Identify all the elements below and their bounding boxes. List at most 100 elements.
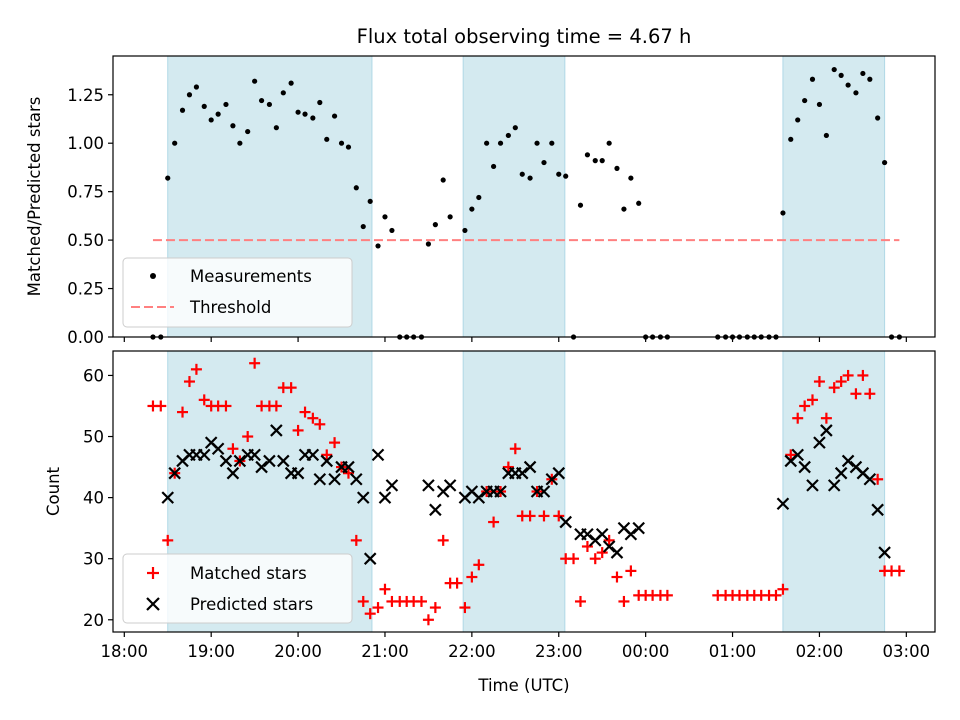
matched-stars-point: [872, 473, 884, 485]
predicted-stars-point: [255, 460, 268, 474]
measurement-point: [527, 175, 533, 181]
measurement-point: [845, 82, 851, 88]
legend-measurements-label: Measurements: [190, 267, 312, 286]
measurement-point: [780, 210, 786, 216]
matched-stars-point: [364, 608, 376, 620]
measurement-point: [636, 200, 642, 206]
predicted-stars-point: [291, 466, 305, 480]
predicted-stars-point: [472, 491, 486, 504]
predicted-stars-point: [219, 454, 233, 468]
predicted-stars-point: [834, 466, 848, 480]
ratio-panel-ylabel: Matched/Predicted stars: [25, 97, 44, 297]
measurement-point: [317, 99, 323, 106]
count-ytick-label: 30: [83, 550, 104, 569]
predicted-stars-point: [537, 485, 551, 498]
predicted-stars-point: [211, 442, 225, 456]
matched-stars-point: [249, 357, 261, 369]
predicted-stars-point: [515, 466, 529, 480]
matched-stars-point: [574, 595, 586, 607]
matched-stars-point: [220, 400, 232, 412]
predicted-stars-point: [226, 466, 240, 480]
measurement-point: [621, 206, 627, 212]
ratio-panel: 0.00 0.25 0.50 0.75 1.00 1.25 Matched/Predict…: [25, 55, 936, 347]
matched-stars-point: [285, 382, 297, 394]
legend-threshold-label: Threshold: [189, 298, 271, 317]
matched-stars-point: [155, 400, 167, 412]
predicted-stars-point: [168, 466, 181, 480]
predicted-stars-point: [270, 424, 283, 437]
measurement-point: [584, 152, 591, 158]
measurement-point: [165, 175, 171, 181]
measurement-point: [823, 132, 829, 139]
matched-stars-point: [429, 602, 441, 614]
predicted-stars-point: [197, 448, 211, 462]
measurement-point: [223, 101, 229, 108]
matched-stars-point: [625, 565, 637, 577]
count-panel-ylabel: Count: [44, 466, 63, 516]
measurement-point: [882, 159, 888, 166]
measurement-point: [577, 202, 584, 208]
measurement-point: [375, 243, 381, 249]
measurement-point: [563, 173, 569, 179]
predicted-stars-point: [806, 479, 819, 492]
measurement-point: [860, 70, 866, 77]
measurement-point: [816, 101, 823, 108]
predicted-stars-point: [263, 454, 276, 468]
measurement-point: [382, 214, 388, 220]
measurement-point: [266, 101, 273, 108]
matched-stars-point: [777, 583, 789, 595]
measurement-point: [614, 165, 620, 171]
xtick-label: 21:00: [361, 642, 409, 661]
measurement-point: [179, 107, 186, 113]
predicted-stars-point: [161, 491, 175, 504]
matched-stars-point: [842, 369, 854, 381]
matched-stars-point: [314, 418, 326, 430]
count-ytick-label: 20: [83, 611, 104, 630]
matched-stars-point: [162, 534, 174, 546]
xtick-label: 20:00: [274, 642, 322, 661]
measurement-point: [505, 132, 511, 139]
measurement-point: [606, 140, 612, 146]
xtick-label: 01:00: [709, 642, 757, 661]
predicted-stars-point: [559, 515, 572, 529]
predicted-stars-point: [371, 448, 385, 462]
matched-stars-point: [799, 400, 811, 412]
measurement-point: [288, 80, 294, 86]
measurement-point: [490, 163, 497, 170]
predicted-stars-point: [878, 546, 891, 559]
measurement-point: [440, 177, 446, 183]
measurement-point: [476, 194, 482, 201]
predicted-stars-point: [820, 424, 833, 437]
matched-stars-point: [177, 406, 189, 418]
measurement-point: [462, 227, 468, 234]
matched-stars-point: [422, 614, 434, 626]
measurement-point: [556, 171, 562, 177]
measurement-point: [875, 115, 881, 121]
ratio-panel-legend: Measurements Threshold: [122, 257, 353, 328]
matched-stars-point: [190, 363, 202, 375]
predicted-stars-point: [791, 448, 804, 462]
measurement-point: [425, 241, 432, 247]
ratio-ytick-label: 0.25: [67, 280, 104, 299]
matched-stars-point: [227, 443, 239, 455]
predicted-stars-point: [422, 479, 435, 492]
predicted-stars-point: [277, 454, 290, 468]
predicted-stars-point: [871, 503, 884, 517]
matched-stars-point: [813, 376, 825, 388]
matched-stars-point: [451, 577, 463, 589]
measurement-point: [324, 136, 330, 142]
ratio-ytick-label: 1.25: [67, 86, 104, 105]
observing-window-1: [462, 350, 566, 633]
series-matched-stars: [147, 357, 905, 626]
measurement-point: [599, 158, 605, 164]
matched-stars-point: [502, 461, 514, 473]
xtick-label: 19:00: [187, 642, 235, 661]
ratio-ytick-label: 0.50: [67, 231, 104, 250]
predicted-stars-point: [624, 527, 638, 541]
chart-title: Flux total observing time = 4.67 h: [357, 25, 692, 48]
xtick-label: 23:00: [535, 642, 583, 661]
measurement-point: [628, 175, 634, 181]
predicted-stars-point: [581, 527, 594, 541]
measurement-point: [201, 103, 207, 109]
matched-stars-point: [198, 394, 210, 406]
